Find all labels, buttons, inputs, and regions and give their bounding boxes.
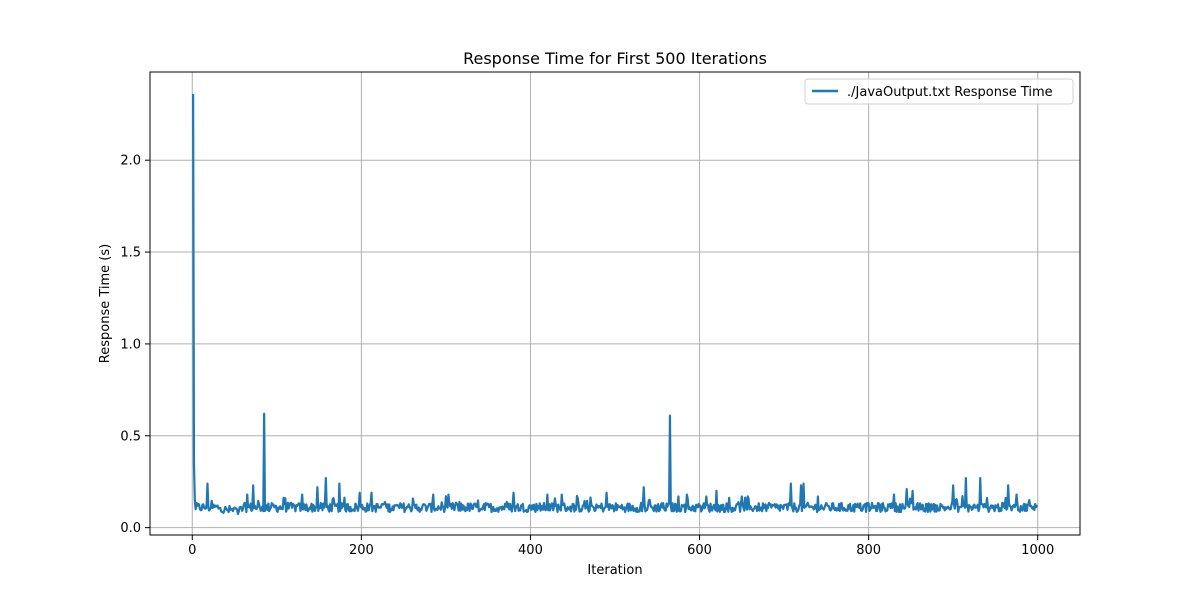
grid-layer (150, 72, 1080, 535)
x-tick-label: 400 (518, 543, 543, 558)
y-tick-label: 1.0 (120, 337, 141, 352)
legend-box (804, 78, 1074, 105)
y-tick-label: 0.0 (120, 521, 141, 536)
chart-title: Response Time for First 500 Iterations (463, 49, 767, 68)
y-axis-title: Response Time (s) (98, 244, 113, 363)
x-tick-label: 200 (349, 543, 374, 558)
x-axis-title: Iteration (587, 563, 642, 578)
x-tick-label: 1000 (1021, 543, 1054, 558)
y-tick-label: 2.0 (120, 154, 141, 169)
x-tick-label: 600 (687, 543, 712, 558)
legend-entry-label: ./JavaOutput.txt Response Time (847, 85, 1053, 100)
legend: ./JavaOutput.txt Response Time (804, 78, 1074, 105)
tick-layer: 0 200 400 600 800 1000 0.0 0.5 1.0 1.5 2.0 (120, 154, 1054, 558)
plot-frame (149, 71, 1081, 536)
x-tick-label: 800 (856, 543, 881, 558)
response-time-series-line (192, 94, 1039, 516)
y-tick-label: 0.5 (120, 429, 141, 444)
series-layer (192, 94, 1039, 516)
y-tick-label: 1.5 (120, 246, 141, 261)
x-tick-label: 0 (188, 543, 196, 558)
